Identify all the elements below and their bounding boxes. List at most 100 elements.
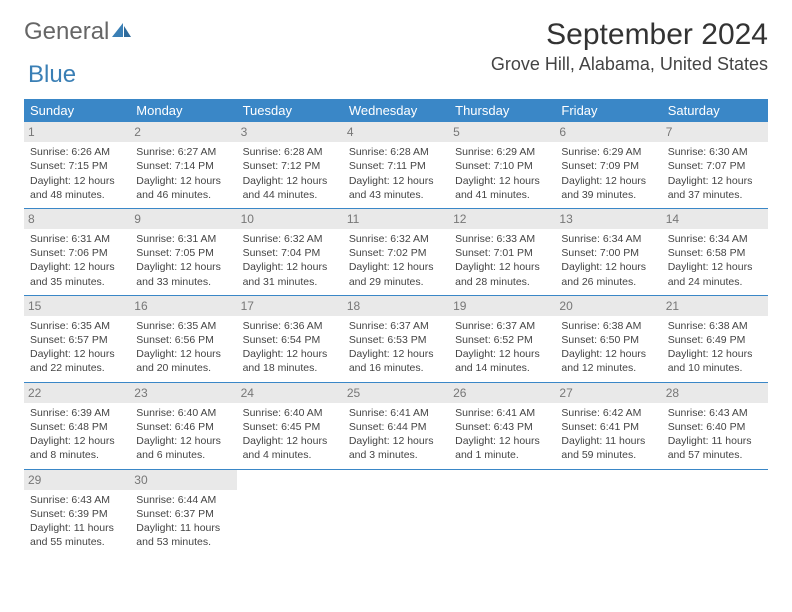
logo-sail-icon	[112, 18, 132, 46]
day-number: 22	[24, 383, 130, 403]
day-number: 18	[343, 296, 449, 316]
calendar-day-cell	[237, 469, 343, 555]
day-details: Sunrise: 6:29 AMSunset: 7:09 PMDaylight:…	[561, 145, 655, 202]
calendar-day-cell: 25 Sunrise: 6:41 AMSunset: 6:44 PMDayligh…	[343, 382, 449, 469]
day-number: 30	[130, 470, 236, 490]
day-details: Sunrise: 6:33 AMSunset: 7:01 PMDaylight:…	[455, 232, 549, 289]
calendar-day-cell: 29Sunrise: 6:43 AMSunset: 6:39 PMDayligh…	[24, 469, 130, 555]
day-details: Sunrise: 6:36 AMSunset: 6:54 PMDaylight:…	[243, 319, 337, 376]
day-details: Sunrise: 6:37 AMSunset: 6:53 PMDaylight:…	[349, 319, 443, 376]
calendar-day-cell: 9 Sunrise: 6:31 AMSunset: 7:05 PMDaylight…	[130, 208, 236, 295]
logo: General	[24, 18, 132, 46]
day-number: 23	[130, 383, 236, 403]
calendar-day-cell: 26Sunrise: 6:41 AMSunset: 6:43 PMDayligh…	[449, 382, 555, 469]
day-number: 12	[449, 209, 555, 229]
day-header: Saturday	[662, 99, 768, 122]
day-number: 10	[237, 209, 343, 229]
calendar-table: SundayMondayTuesdayWednesdayThursdayFrid…	[24, 99, 768, 555]
day-details: Sunrise: 6:43 AMSunset: 6:40 PMDaylight:…	[668, 406, 762, 463]
calendar-week-row: 22 Sunrise: 6:39 AMSunset: 6:48 PMDayligh…	[24, 382, 768, 469]
day-number: 28	[662, 383, 768, 403]
calendar-day-cell	[343, 469, 449, 555]
day-details: Sunrise: 6:39 AMSunset: 6:48 PMDaylight:…	[30, 406, 124, 463]
day-number: 13	[555, 209, 661, 229]
calendar-day-cell: 19 Sunrise: 6:37 AMSunset: 6:52 PMDayligh…	[449, 295, 555, 382]
day-header: Monday	[130, 99, 236, 122]
day-number: 20	[555, 296, 661, 316]
day-details: Sunrise: 6:44 AMSunset: 6:37 PMDaylight:…	[136, 493, 230, 550]
day-details: Sunrise: 6:31 AMSunset: 7:05 PMDaylight:…	[136, 232, 230, 289]
calendar-day-cell: 4 Sunrise: 6:28 AMSunset: 7:11 PMDaylight…	[343, 122, 449, 208]
day-number: 6	[555, 122, 661, 142]
calendar-day-cell: 28 Sunrise: 6:43 AMSunset: 6:40 PMDayligh…	[662, 382, 768, 469]
day-details: Sunrise: 6:32 AMSunset: 7:02 PMDaylight:…	[349, 232, 443, 289]
calendar-day-cell: 30 Sunrise: 6:44 AMSunset: 6:37 PMDayligh…	[130, 469, 236, 555]
day-details: Sunrise: 6:41 AMSunset: 6:44 PMDaylight:…	[349, 406, 443, 463]
day-number: 21	[662, 296, 768, 316]
day-number: 8	[24, 209, 130, 229]
day-details: Sunrise: 6:28 AMSunset: 7:12 PMDaylight:…	[243, 145, 337, 202]
day-header: Friday	[555, 99, 661, 122]
calendar-day-cell: 10Sunrise: 6:32 AMSunset: 7:04 PMDayligh…	[237, 208, 343, 295]
calendar-day-cell: 1Sunrise: 6:26 AMSunset: 7:15 PMDaylight…	[24, 122, 130, 208]
calendar-week-row: 8 Sunrise: 6:31 AMSunset: 7:06 PMDaylight…	[24, 208, 768, 295]
calendar-day-cell: 16 Sunrise: 6:35 AMSunset: 6:56 PMDayligh…	[130, 295, 236, 382]
calendar-day-cell: 23 Sunrise: 6:40 AMSunset: 6:46 PMDayligh…	[130, 382, 236, 469]
day-header: Sunday	[24, 99, 130, 122]
day-number: 7	[662, 122, 768, 142]
calendar-day-cell: 8 Sunrise: 6:31 AMSunset: 7:06 PMDaylight…	[24, 208, 130, 295]
day-details: Sunrise: 6:34 AMSunset: 7:00 PMDaylight:…	[561, 232, 655, 289]
day-details: Sunrise: 6:31 AMSunset: 7:06 PMDaylight:…	[30, 232, 124, 289]
day-details: Sunrise: 6:40 AMSunset: 6:45 PMDaylight:…	[243, 406, 337, 463]
day-number: 1	[24, 122, 130, 142]
day-number: 9	[130, 209, 236, 229]
day-number: 4	[343, 122, 449, 142]
calendar-day-cell: 7 Sunrise: 6:30 AMSunset: 7:07 PMDaylight…	[662, 122, 768, 208]
calendar-day-cell: 2Sunrise: 6:27 AMSunset: 7:14 PMDaylight…	[130, 122, 236, 208]
calendar-week-row: 29Sunrise: 6:43 AMSunset: 6:39 PMDayligh…	[24, 469, 768, 555]
day-header: Tuesday	[237, 99, 343, 122]
day-number: 17	[237, 296, 343, 316]
calendar-week-row: 15 Sunrise: 6:35 AMSunset: 6:57 PMDayligh…	[24, 295, 768, 382]
day-details: Sunrise: 6:40 AMSunset: 6:46 PMDaylight:…	[136, 406, 230, 463]
day-details: Sunrise: 6:30 AMSunset: 7:07 PMDaylight:…	[668, 145, 762, 202]
day-header: Wednesday	[343, 99, 449, 122]
calendar-day-cell: 12 Sunrise: 6:33 AMSunset: 7:01 PMDayligh…	[449, 208, 555, 295]
day-number: 5	[449, 122, 555, 142]
day-number: 19	[449, 296, 555, 316]
calendar-day-cell: 13 Sunrise: 6:34 AMSunset: 7:00 PMDayligh…	[555, 208, 661, 295]
calendar-day-cell: 20 Sunrise: 6:38 AMSunset: 6:50 PMDayligh…	[555, 295, 661, 382]
calendar-day-cell: 3 Sunrise: 6:28 AMSunset: 7:12 PMDaylight…	[237, 122, 343, 208]
calendar-body: 1Sunrise: 6:26 AMSunset: 7:15 PMDaylight…	[24, 122, 768, 555]
day-number: 2	[130, 122, 236, 142]
logo-text-blue: Blue	[28, 61, 76, 88]
day-details: Sunrise: 6:41 AMSunset: 6:43 PMDaylight:…	[455, 406, 549, 463]
day-details: Sunrise: 6:35 AMSunset: 6:57 PMDaylight:…	[30, 319, 124, 376]
calendar-day-cell: 21 Sunrise: 6:38 AMSunset: 6:49 PMDayligh…	[662, 295, 768, 382]
day-details: Sunrise: 6:37 AMSunset: 6:52 PMDaylight:…	[455, 319, 549, 376]
day-details: Sunrise: 6:38 AMSunset: 6:49 PMDaylight:…	[668, 319, 762, 376]
calendar-day-cell: 6 Sunrise: 6:29 AMSunset: 7:09 PMDaylight…	[555, 122, 661, 208]
calendar-day-cell: 15 Sunrise: 6:35 AMSunset: 6:57 PMDayligh…	[24, 295, 130, 382]
logo-text-general: General	[24, 18, 109, 46]
day-details: Sunrise: 6:35 AMSunset: 6:56 PMDaylight:…	[136, 319, 230, 376]
day-details: Sunrise: 6:29 AMSunset: 7:10 PMDaylight:…	[455, 145, 549, 202]
calendar-day-cell: 24 Sunrise: 6:40 AMSunset: 6:45 PMDayligh…	[237, 382, 343, 469]
day-details: Sunrise: 6:28 AMSunset: 7:11 PMDaylight:…	[349, 145, 443, 202]
calendar-day-cell: 27Sunrise: 6:42 AMSunset: 6:41 PMDayligh…	[555, 382, 661, 469]
calendar-day-cell	[555, 469, 661, 555]
day-number: 27	[555, 383, 661, 403]
day-details: Sunrise: 6:38 AMSunset: 6:50 PMDaylight:…	[561, 319, 655, 376]
calendar-day-cell: 17 Sunrise: 6:36 AMSunset: 6:54 PMDayligh…	[237, 295, 343, 382]
day-number: 16	[130, 296, 236, 316]
day-number: 25	[343, 383, 449, 403]
day-number: 24	[237, 383, 343, 403]
day-number: 11	[343, 209, 449, 229]
calendar-day-cell: 11 Sunrise: 6:32 AMSunset: 7:02 PMDayligh…	[343, 208, 449, 295]
day-number: 3	[237, 122, 343, 142]
day-details: Sunrise: 6:43 AMSunset: 6:39 PMDaylight:…	[30, 493, 124, 550]
day-number: 15	[24, 296, 130, 316]
calendar-day-cell	[449, 469, 555, 555]
day-header: Thursday	[449, 99, 555, 122]
calendar-week-row: 1Sunrise: 6:26 AMSunset: 7:15 PMDaylight…	[24, 122, 768, 208]
